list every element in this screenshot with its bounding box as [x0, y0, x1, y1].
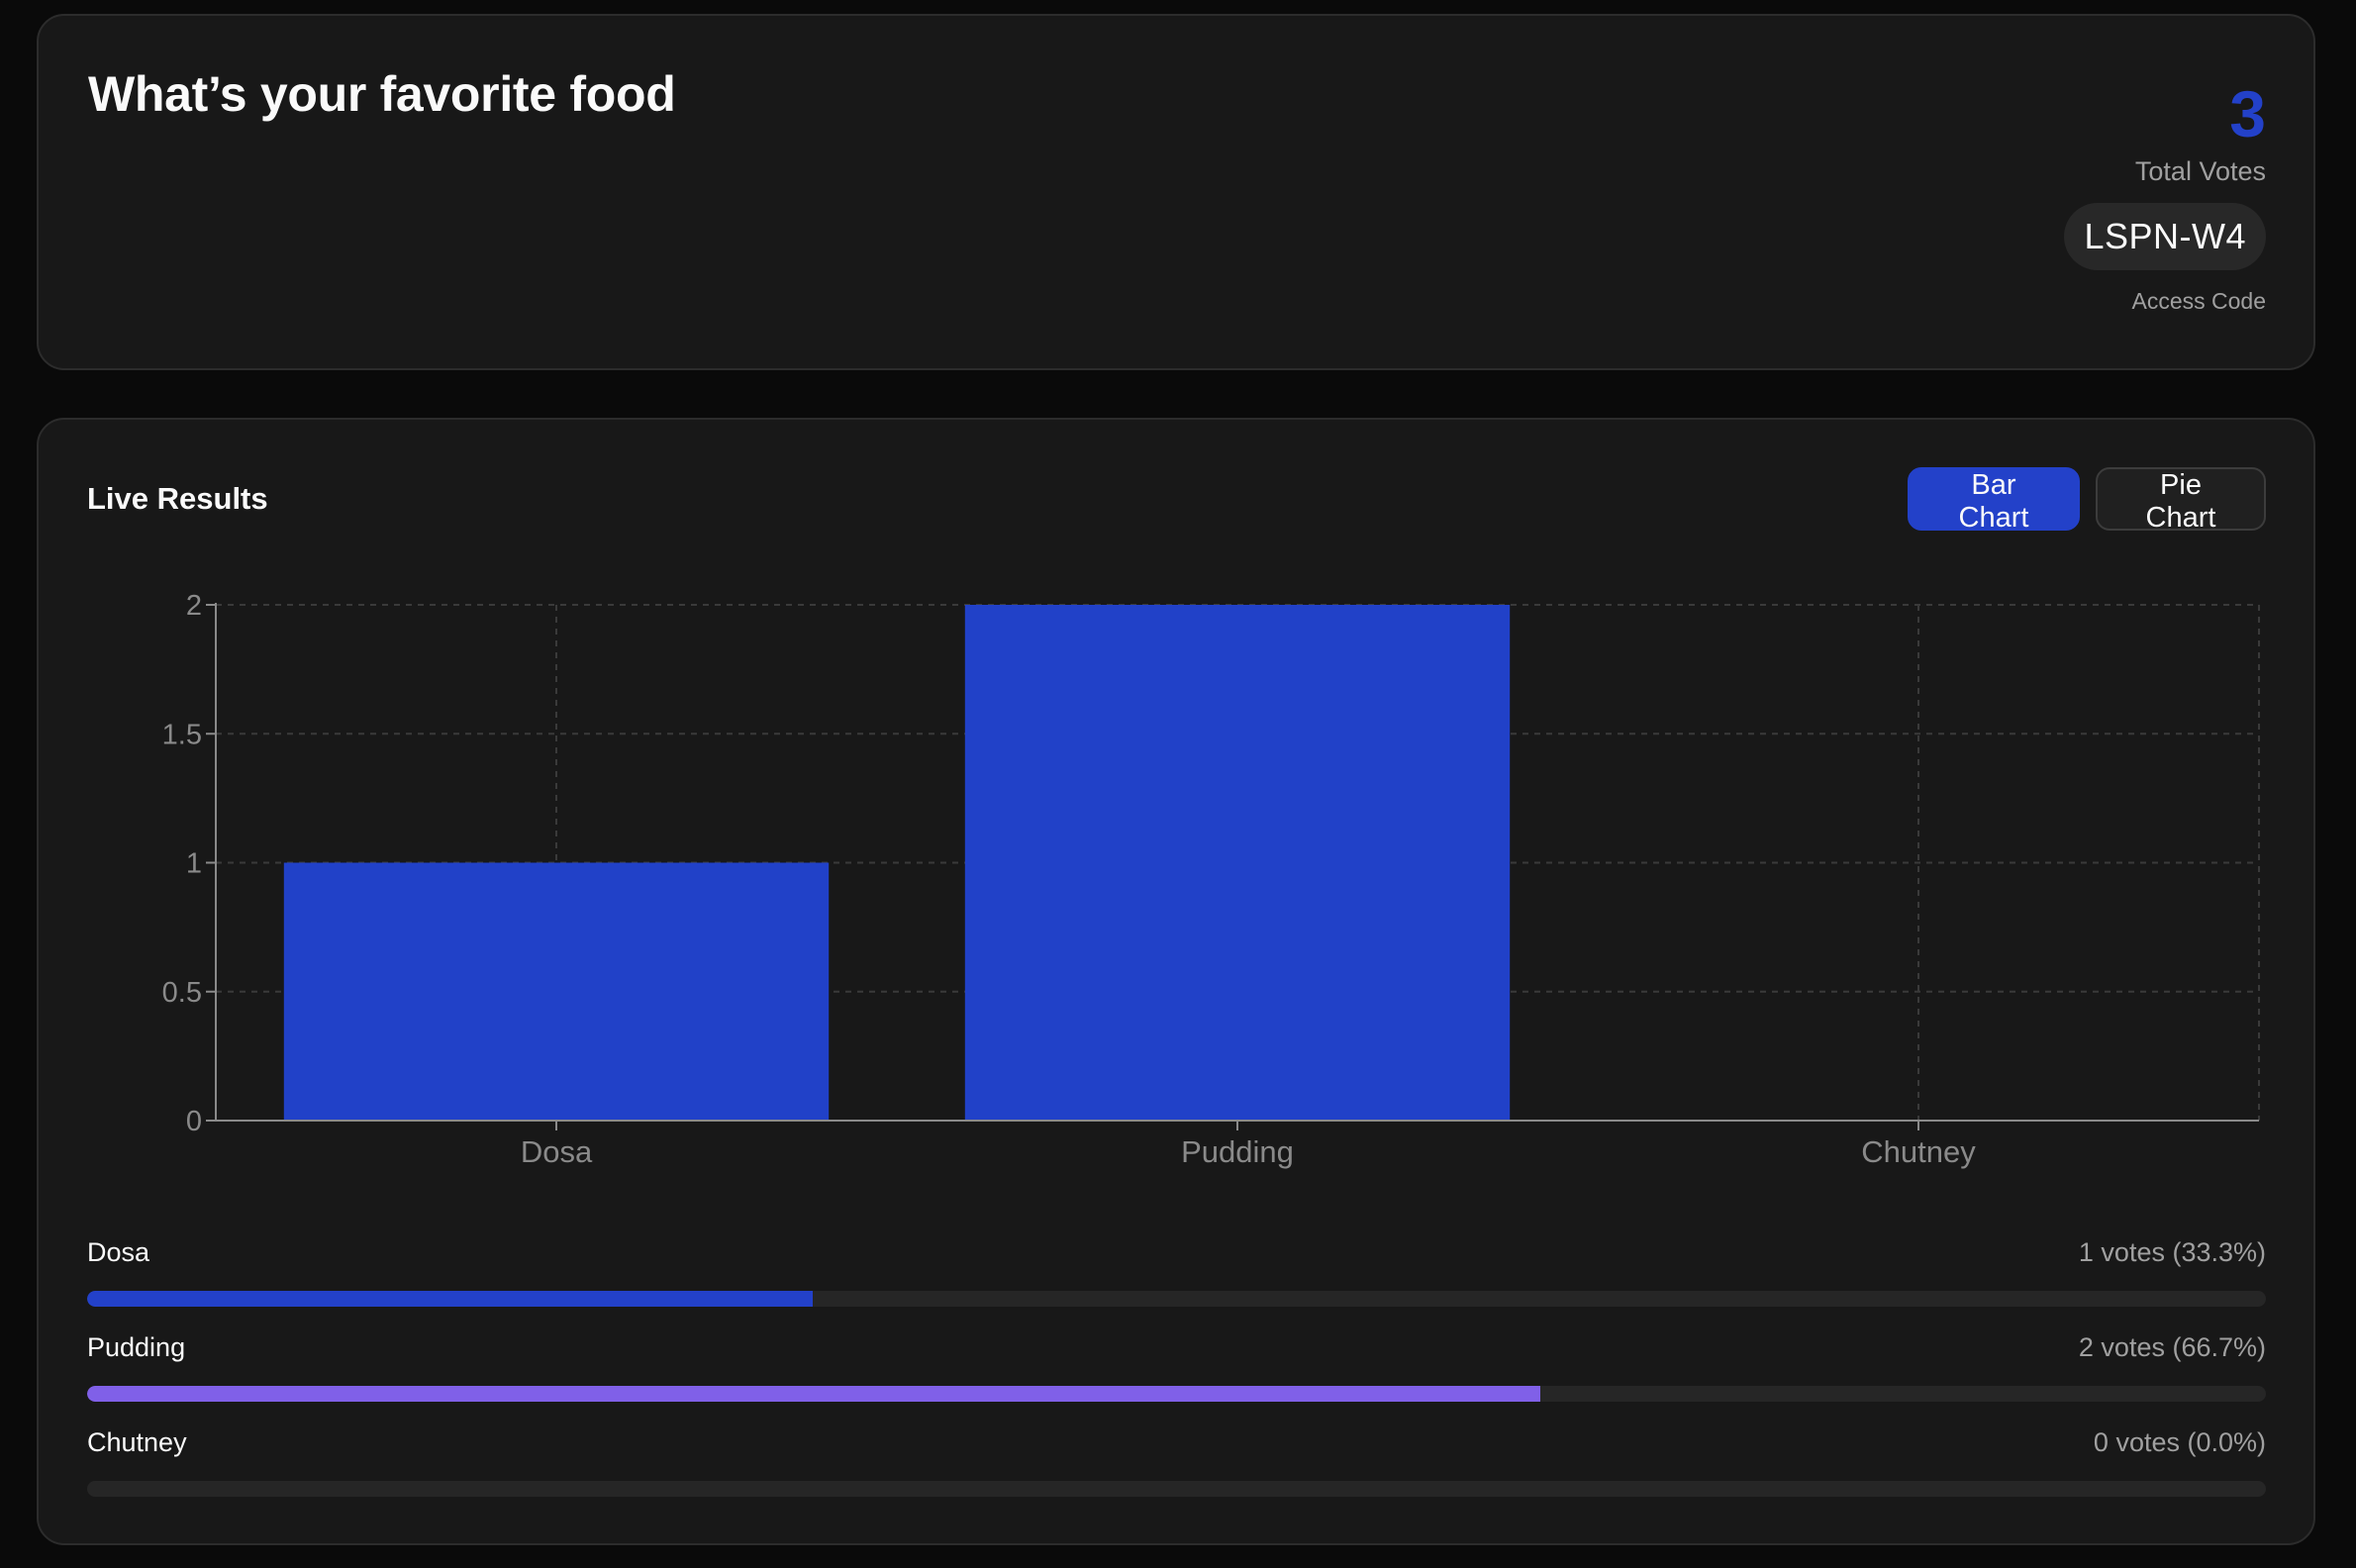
- option-label: Pudding: [87, 1332, 186, 1362]
- total-votes-label: Total Votes: [2134, 156, 2266, 186]
- chart-type-toggle: Bar Chart Pie Chart: [1908, 467, 2266, 534]
- access-code-badge[interactable]: LSPN-W4: [2064, 203, 2266, 270]
- result-row-pudding: Pudding 2 votes (66.7%): [87, 1332, 2266, 1427]
- progress-fill: [87, 1291, 813, 1307]
- option-votes: 1 votes (33.3%): [2078, 1237, 2266, 1267]
- pie-chart-button[interactable]: Pie Chart: [2096, 467, 2266, 534]
- bar-chart-button[interactable]: Bar Chart: [1908, 467, 2080, 534]
- x-tick-label: Dosa: [521, 1134, 593, 1169]
- result-row-chutney: Chutney 0 votes (0.0%): [87, 1427, 2266, 1522]
- poll-stats: 3 Total Votes LSPN-W4 Access Code: [2064, 63, 2266, 315]
- progress-track: [87, 1386, 2266, 1402]
- bar-pudding: [964, 605, 1511, 1121]
- bar-dosa: [283, 862, 830, 1121]
- results-list: Dosa 1 votes (33.3%) Pudding 2 votes (66…: [87, 1237, 2266, 1522]
- result-row-dosa: Dosa 1 votes (33.3%): [87, 1237, 2266, 1332]
- access-code-label: Access Code: [2131, 288, 2266, 314]
- progress-track: [87, 1291, 2266, 1307]
- option-label: Chutney: [87, 1427, 187, 1457]
- x-tick-label: Pudding: [1181, 1134, 1294, 1169]
- x-tick-label: Chutney: [1861, 1134, 1976, 1169]
- results-title: Live Results: [87, 481, 268, 516]
- poll-title: What’s your favorite food: [88, 66, 676, 122]
- y-tick-label: 1.5: [162, 719, 202, 750]
- live-results-card: 0 0.5 1 1.5 2 Dosa Pudding Chutney Live Results…: [37, 418, 2315, 1545]
- poll-header-card: What’s your favorite food 3 Total Votes …: [37, 14, 2315, 370]
- progress-track: [87, 1481, 2266, 1497]
- y-tick-label: 1: [186, 848, 202, 880]
- progress-fill: [87, 1386, 1541, 1402]
- bar-chart: 0 0.5 1 1.5 2 Dosa Pudding Chutney: [39, 420, 2317, 1212]
- bar-chart-svg: 0 0.5 1 1.5 2 Dosa Pudding Chutney: [162, 590, 2260, 1169]
- total-votes-count: 3: [2229, 77, 2266, 150]
- y-tick-label: 2: [186, 590, 202, 622]
- y-tick-label: 0: [186, 1106, 202, 1137]
- option-votes: 0 votes (0.0%): [2093, 1427, 2266, 1457]
- option-label: Dosa: [87, 1237, 150, 1267]
- y-tick-label: 0.5: [162, 977, 202, 1009]
- option-votes: 2 votes (66.7%): [2078, 1332, 2266, 1362]
